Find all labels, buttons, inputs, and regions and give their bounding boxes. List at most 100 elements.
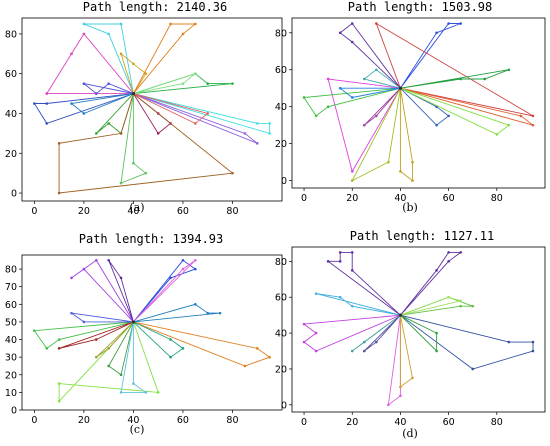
route-line-6 <box>33 93 134 124</box>
route-point <box>194 22 197 26</box>
route-point <box>169 355 172 359</box>
route-point <box>350 170 354 173</box>
route-point <box>268 355 271 359</box>
route-line-9 <box>133 93 172 135</box>
route-line-13 <box>338 87 401 98</box>
x-tick-label: 80 <box>226 206 238 217</box>
route-point <box>531 114 535 118</box>
route-point <box>119 373 123 377</box>
depot-point <box>131 91 136 96</box>
y-tick-label: 80 <box>275 28 287 39</box>
route-point <box>268 122 271 125</box>
route-point <box>169 22 172 26</box>
y-tick-label: 0 <box>11 189 17 200</box>
x-tick-label: 0 <box>301 417 307 428</box>
route-line-8 <box>399 88 413 182</box>
route-line-6 <box>58 321 134 349</box>
x-tick-label: 0 <box>31 415 37 426</box>
route-point <box>326 105 330 108</box>
depot-point <box>398 313 403 317</box>
route-point <box>144 171 148 175</box>
plot-frame <box>21 17 283 202</box>
plot-frame <box>21 254 283 411</box>
route-point <box>435 349 438 353</box>
route-point <box>507 123 511 127</box>
route-point <box>447 295 450 299</box>
route-line-1 <box>108 260 134 323</box>
depot-point <box>131 320 136 324</box>
route-point <box>57 142 61 145</box>
route-point <box>362 340 366 344</box>
route-point <box>531 349 535 353</box>
route-point <box>181 347 185 350</box>
chart-title: Path length: 2140.36 <box>83 0 228 14</box>
route-line-7 <box>133 93 271 135</box>
route-point <box>362 123 366 127</box>
route-point <box>94 355 98 359</box>
route-point <box>206 82 210 85</box>
x-tick-label: 0 <box>31 206 37 217</box>
route-line-0 <box>71 259 134 323</box>
x-tick-label: 80 <box>491 417 503 428</box>
route-line-15 <box>70 93 134 115</box>
y-tick-label: 0 <box>281 176 287 187</box>
route-point <box>314 114 318 118</box>
route-point <box>447 260 450 263</box>
route-point <box>119 181 123 185</box>
x-tick-label: 20 <box>346 193 358 204</box>
panel-3: 0 20 40 60 80 0 20 40 60 80 Path length: 1127.11 (d… <box>275 229 546 440</box>
route-point <box>181 258 185 262</box>
panel-label: (a) <box>129 201 144 214</box>
y-tick-label: 60 <box>5 69 17 80</box>
x-tick-label: 60 <box>177 206 189 217</box>
route-point <box>459 77 462 81</box>
route-point <box>255 347 259 350</box>
route-point <box>119 132 123 135</box>
route-line-11 <box>400 87 534 126</box>
x-tick-label: 60 <box>443 417 455 428</box>
route-line-0 <box>339 22 401 89</box>
route-point <box>243 132 247 135</box>
panel-label: (c) <box>130 423 145 436</box>
route-point <box>94 338 98 341</box>
route-point <box>459 251 462 254</box>
x-tick-label: 60 <box>443 193 455 204</box>
y-tick-label: 80 <box>275 257 287 268</box>
route-line-11 <box>58 93 234 194</box>
route-point <box>107 364 110 368</box>
route-point <box>255 122 259 125</box>
route-point <box>375 114 378 118</box>
route-point <box>82 82 86 85</box>
x-tick-label: 80 <box>491 193 503 204</box>
route-line-5 <box>33 321 134 350</box>
route-line-11 <box>351 314 401 352</box>
route-point <box>82 112 86 115</box>
y-tick-label: 20 <box>275 139 287 150</box>
route-point <box>326 260 330 263</box>
panel-2: 0 20 40 60 80 0 10 20 30 40 50 60 70 80 Path length: 1… <box>5 232 283 436</box>
route-point <box>338 295 342 299</box>
panel-1: 0 20 40 60 80 0 20 40 60 80 Path length: 1503.98 (b… <box>275 0 546 214</box>
route-point <box>181 82 185 85</box>
route-point <box>483 77 487 81</box>
route-point <box>399 385 402 389</box>
y-tick-label: 0 <box>281 400 287 411</box>
chart-title: Path length: 1394.93 <box>79 232 224 246</box>
panel-0: 0 20 40 60 80 0 20 40 60 80 Path length: 2140.36 (a… <box>5 0 283 217</box>
route-point <box>70 102 73 105</box>
route-point <box>107 122 110 125</box>
route-point <box>57 382 61 385</box>
route-point <box>119 22 123 26</box>
y-tick-label: 50 <box>5 317 17 328</box>
chart-title: Path length: 1127.11 <box>350 229 495 243</box>
y-tick-label: 40 <box>5 109 17 120</box>
route-point <box>435 269 438 272</box>
route-point <box>194 258 197 262</box>
route-point <box>132 382 135 385</box>
route-line-3 <box>400 69 510 89</box>
route-point <box>350 269 354 272</box>
route-point <box>338 86 342 90</box>
route-point <box>45 92 49 95</box>
y-tick-label: 80 <box>5 265 17 276</box>
